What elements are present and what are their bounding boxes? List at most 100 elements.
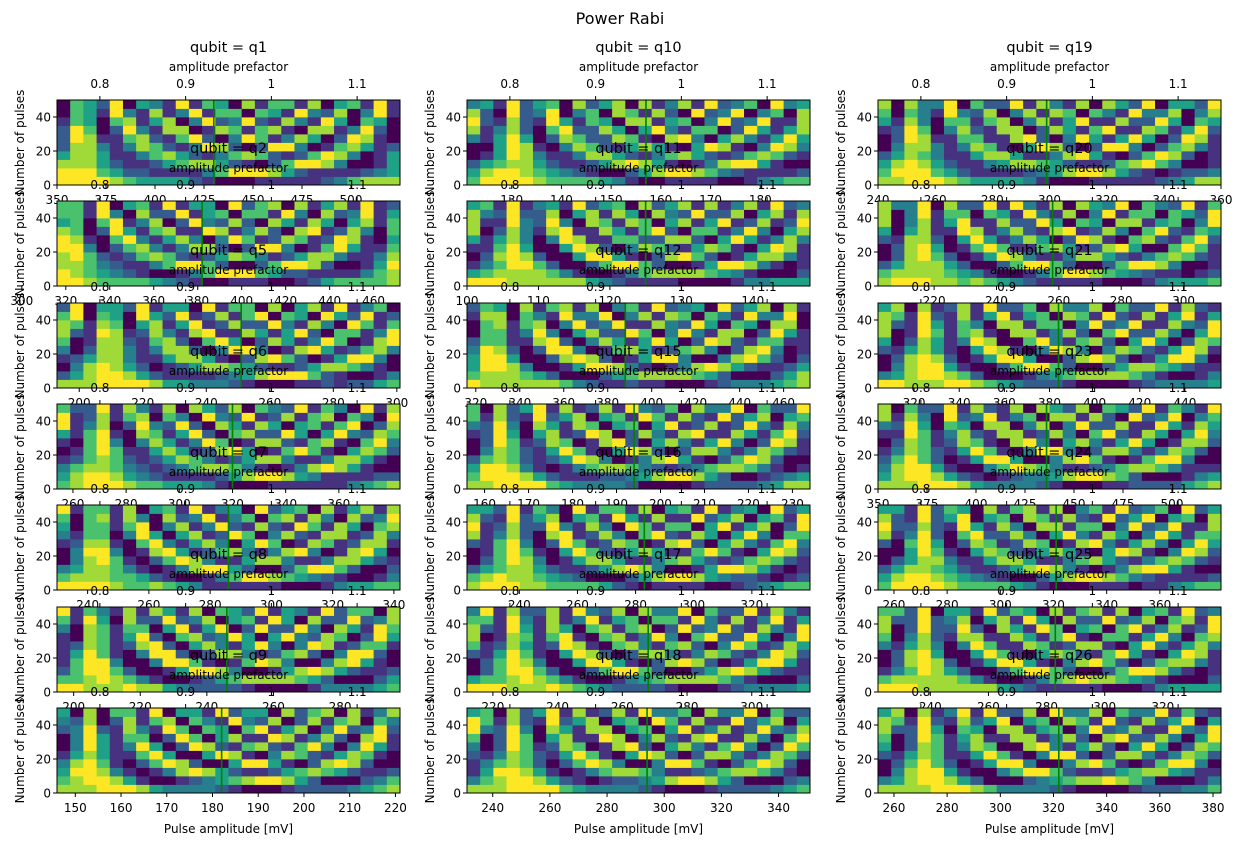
- heatmap-cell: [1075, 328, 1090, 338]
- heatmap-cell: [730, 472, 745, 481]
- heatmap-cell: [678, 641, 692, 650]
- heatmap-cell: [307, 683, 322, 693]
- heatmap-cell: [796, 556, 811, 565]
- heatmap-cell: [386, 683, 401, 693]
- heatmap-cell: [625, 767, 639, 777]
- heatmap-cell: [519, 100, 534, 109]
- heatmap-cell: [202, 209, 216, 219]
- heatmap-cell: [612, 151, 626, 160]
- heatmap-cell: [1102, 108, 1116, 118]
- heatmap-cell: [254, 624, 269, 633]
- heatmap-cell: [467, 455, 481, 464]
- heatmap-cell: [783, 252, 798, 261]
- heatmap-cell: [625, 632, 639, 642]
- heatmap-cell: [704, 446, 719, 456]
- heatmap-cell: [625, 505, 639, 514]
- heatmap-cell: [506, 218, 521, 227]
- heatmap-cell: [136, 108, 150, 118]
- heatmap-cell: [57, 607, 71, 616]
- heatmap-cell: [691, 750, 705, 760]
- heatmap-cell: [983, 226, 998, 236]
- heatmap-cell: [493, 218, 507, 227]
- heatmap-cell: [532, 354, 547, 363]
- heatmap-cell: [149, 547, 163, 557]
- heatmap-cell: [532, 725, 547, 734]
- heatmap-cell: [307, 759, 322, 768]
- heatmap-cell: [691, 354, 705, 363]
- heatmap-cell: [783, 328, 798, 338]
- heatmap-cell: [1168, 371, 1182, 380]
- heatmap-cell: [891, 320, 905, 329]
- heatmap-cell: [136, 345, 150, 355]
- heatmap-cell: [228, 615, 243, 625]
- heatmap-cell: [493, 641, 507, 650]
- heatmap-cell: [268, 218, 282, 227]
- heatmap-cell: [691, 320, 705, 329]
- heatmap-cell: [983, 362, 998, 372]
- heatmap-cell: [519, 371, 534, 380]
- heatmap-cell: [188, 480, 203, 490]
- heatmap-cell: [532, 472, 547, 481]
- heatmap-cell: [202, 649, 216, 659]
- heatmap-cell: [638, 472, 653, 481]
- heatmap-cell: [122, 632, 137, 642]
- heatmap-cell: [70, 412, 84, 422]
- heatmap-cell: [109, 446, 124, 456]
- heatmap-cell: [783, 675, 798, 684]
- heatmap-cell: [585, 159, 600, 169]
- heatmap-cell: [704, 117, 719, 126]
- heatmap-cell: [1036, 354, 1050, 363]
- heatmap-cell: [493, 320, 507, 329]
- heatmap-cell: [730, 100, 745, 109]
- heatmap-cell: [136, 463, 150, 473]
- heatmap-cell: [83, 733, 97, 743]
- subplot-title: qubit = q10: [595, 40, 681, 56]
- heatmap-cell: [678, 581, 692, 591]
- heatmap-cell: [136, 708, 150, 717]
- heatmap-cell: [730, 134, 745, 143]
- heatmap-cell: [930, 108, 945, 118]
- heatmap-cell: [386, 607, 401, 616]
- heatmap-cell: [970, 125, 984, 135]
- heatmap-cell: [717, 530, 732, 540]
- heatmap-cell: [294, 547, 309, 557]
- heatmap-cell: [691, 463, 705, 473]
- heatmap-cell: [704, 159, 719, 169]
- heatmap-cell: [730, 505, 745, 514]
- heatmap-cell: [70, 117, 84, 126]
- heatmap-cell: [373, 683, 388, 693]
- heatmap-cell: [717, 429, 732, 439]
- heatmap-cell: [625, 438, 639, 447]
- heatmap-cell: [307, 463, 322, 473]
- heatmap-cell: [532, 201, 547, 210]
- heatmap-cell: [162, 100, 177, 109]
- heatmap-cell: [625, 547, 639, 557]
- heatmap-cell: [1155, 151, 1169, 160]
- heatmap-cell: [1049, 151, 1064, 160]
- heatmap-cell: [598, 218, 613, 227]
- heatmap-cell: [360, 624, 375, 633]
- heatmap-cell: [704, 371, 719, 380]
- heatmap-cell: [175, 142, 190, 152]
- heatmap-cell: [136, 573, 150, 582]
- heatmap-cell: [757, 404, 771, 413]
- heatmap-cell: [307, 564, 322, 574]
- heatmap-cell: [717, 708, 732, 717]
- heatmap-cell: [519, 320, 534, 329]
- heatmap-cell: [334, 209, 348, 219]
- heatmap-cell: [612, 522, 626, 531]
- heatmap-cell: [757, 649, 771, 659]
- heatmap-cell: [83, 277, 97, 287]
- heatmap-cell: [480, 767, 494, 777]
- heatmap-cell: [360, 776, 375, 785]
- heatmap-cell: [360, 649, 375, 659]
- heatmap-cell: [1181, 100, 1196, 109]
- y-tick-label: 0: [453, 584, 461, 598]
- heatmap-cell: [386, 243, 401, 253]
- heatmap-cell: [717, 260, 732, 270]
- heatmap-cell: [334, 784, 348, 794]
- heatmap-cell: [891, 201, 905, 210]
- heatmap-cell: [360, 252, 375, 261]
- heatmap-cell: [57, 733, 71, 743]
